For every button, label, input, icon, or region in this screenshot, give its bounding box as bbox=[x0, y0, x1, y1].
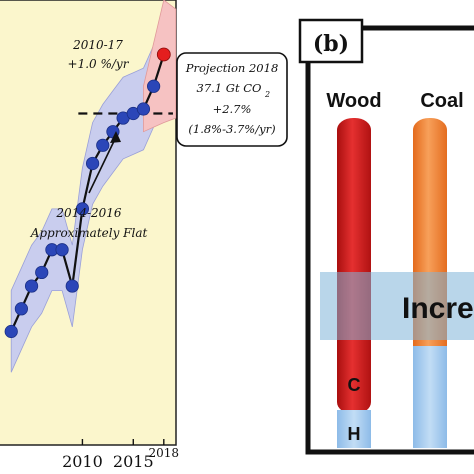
wood-carbon-bar bbox=[337, 118, 371, 414]
x-tick-label-2015: 2015 bbox=[113, 452, 154, 471]
x-tick-label-2010: 2010 bbox=[62, 452, 103, 471]
projection-title: Projection 2018 bbox=[185, 61, 279, 75]
data-point-2012 bbox=[96, 138, 110, 152]
data-point-2010 bbox=[75, 202, 90, 216]
data-point-2016 bbox=[136, 102, 151, 116]
trend-rate-label: +1.0 %/yr bbox=[68, 57, 130, 71]
projection-range: (1.8%-3.7%/yr) bbox=[188, 122, 275, 136]
data-point-2011 bbox=[85, 156, 100, 171]
projection-callout-box bbox=[176, 52, 288, 147]
projection-growth: +2.7% bbox=[213, 102, 252, 116]
projection-point-2018 bbox=[156, 47, 171, 62]
flat-description-label: Approximately Flat bbox=[30, 226, 148, 240]
coal-hydrogen-bar bbox=[413, 346, 447, 448]
flat-annotation-arrow bbox=[88, 136, 117, 194]
projection-value-subscript: 2 bbox=[264, 90, 270, 99]
series-markers bbox=[4, 79, 161, 339]
wood-hydrogen-bar bbox=[337, 410, 371, 448]
panel-b-label-box bbox=[298, 18, 364, 64]
fuel-composition-panel: (b) Wood Coal Incre C H bbox=[298, 18, 474, 455]
coal-carbon-bar bbox=[413, 118, 447, 380]
panel-b-label: (b) bbox=[313, 31, 349, 57]
data-point-2009 bbox=[65, 279, 79, 293]
projection-point-group bbox=[156, 47, 171, 62]
coal-label: Coal bbox=[420, 90, 463, 112]
data-point-2008 bbox=[55, 243, 69, 257]
wood-label: Wood bbox=[326, 90, 381, 112]
flat-period-label: 2014-2016 bbox=[55, 206, 121, 220]
x-tick-label-2018: 2018 bbox=[149, 446, 180, 460]
trend-period-label: 2010-17 bbox=[72, 38, 123, 52]
data-point-2004 bbox=[14, 302, 28, 316]
hydrogen-segment-label: H bbox=[348, 424, 361, 444]
increase-text: Incre bbox=[402, 292, 474, 325]
increase-band bbox=[320, 272, 474, 340]
data-point-2006 bbox=[35, 265, 49, 280]
flat-annotation-arrowhead bbox=[110, 131, 121, 143]
projection-value: 37.1 Gt CO bbox=[197, 81, 263, 95]
data-point-2017 bbox=[147, 79, 161, 93]
data-point-2005 bbox=[24, 279, 39, 293]
carbon-segment-label: C bbox=[348, 375, 361, 395]
data-point-2003 bbox=[4, 324, 18, 339]
